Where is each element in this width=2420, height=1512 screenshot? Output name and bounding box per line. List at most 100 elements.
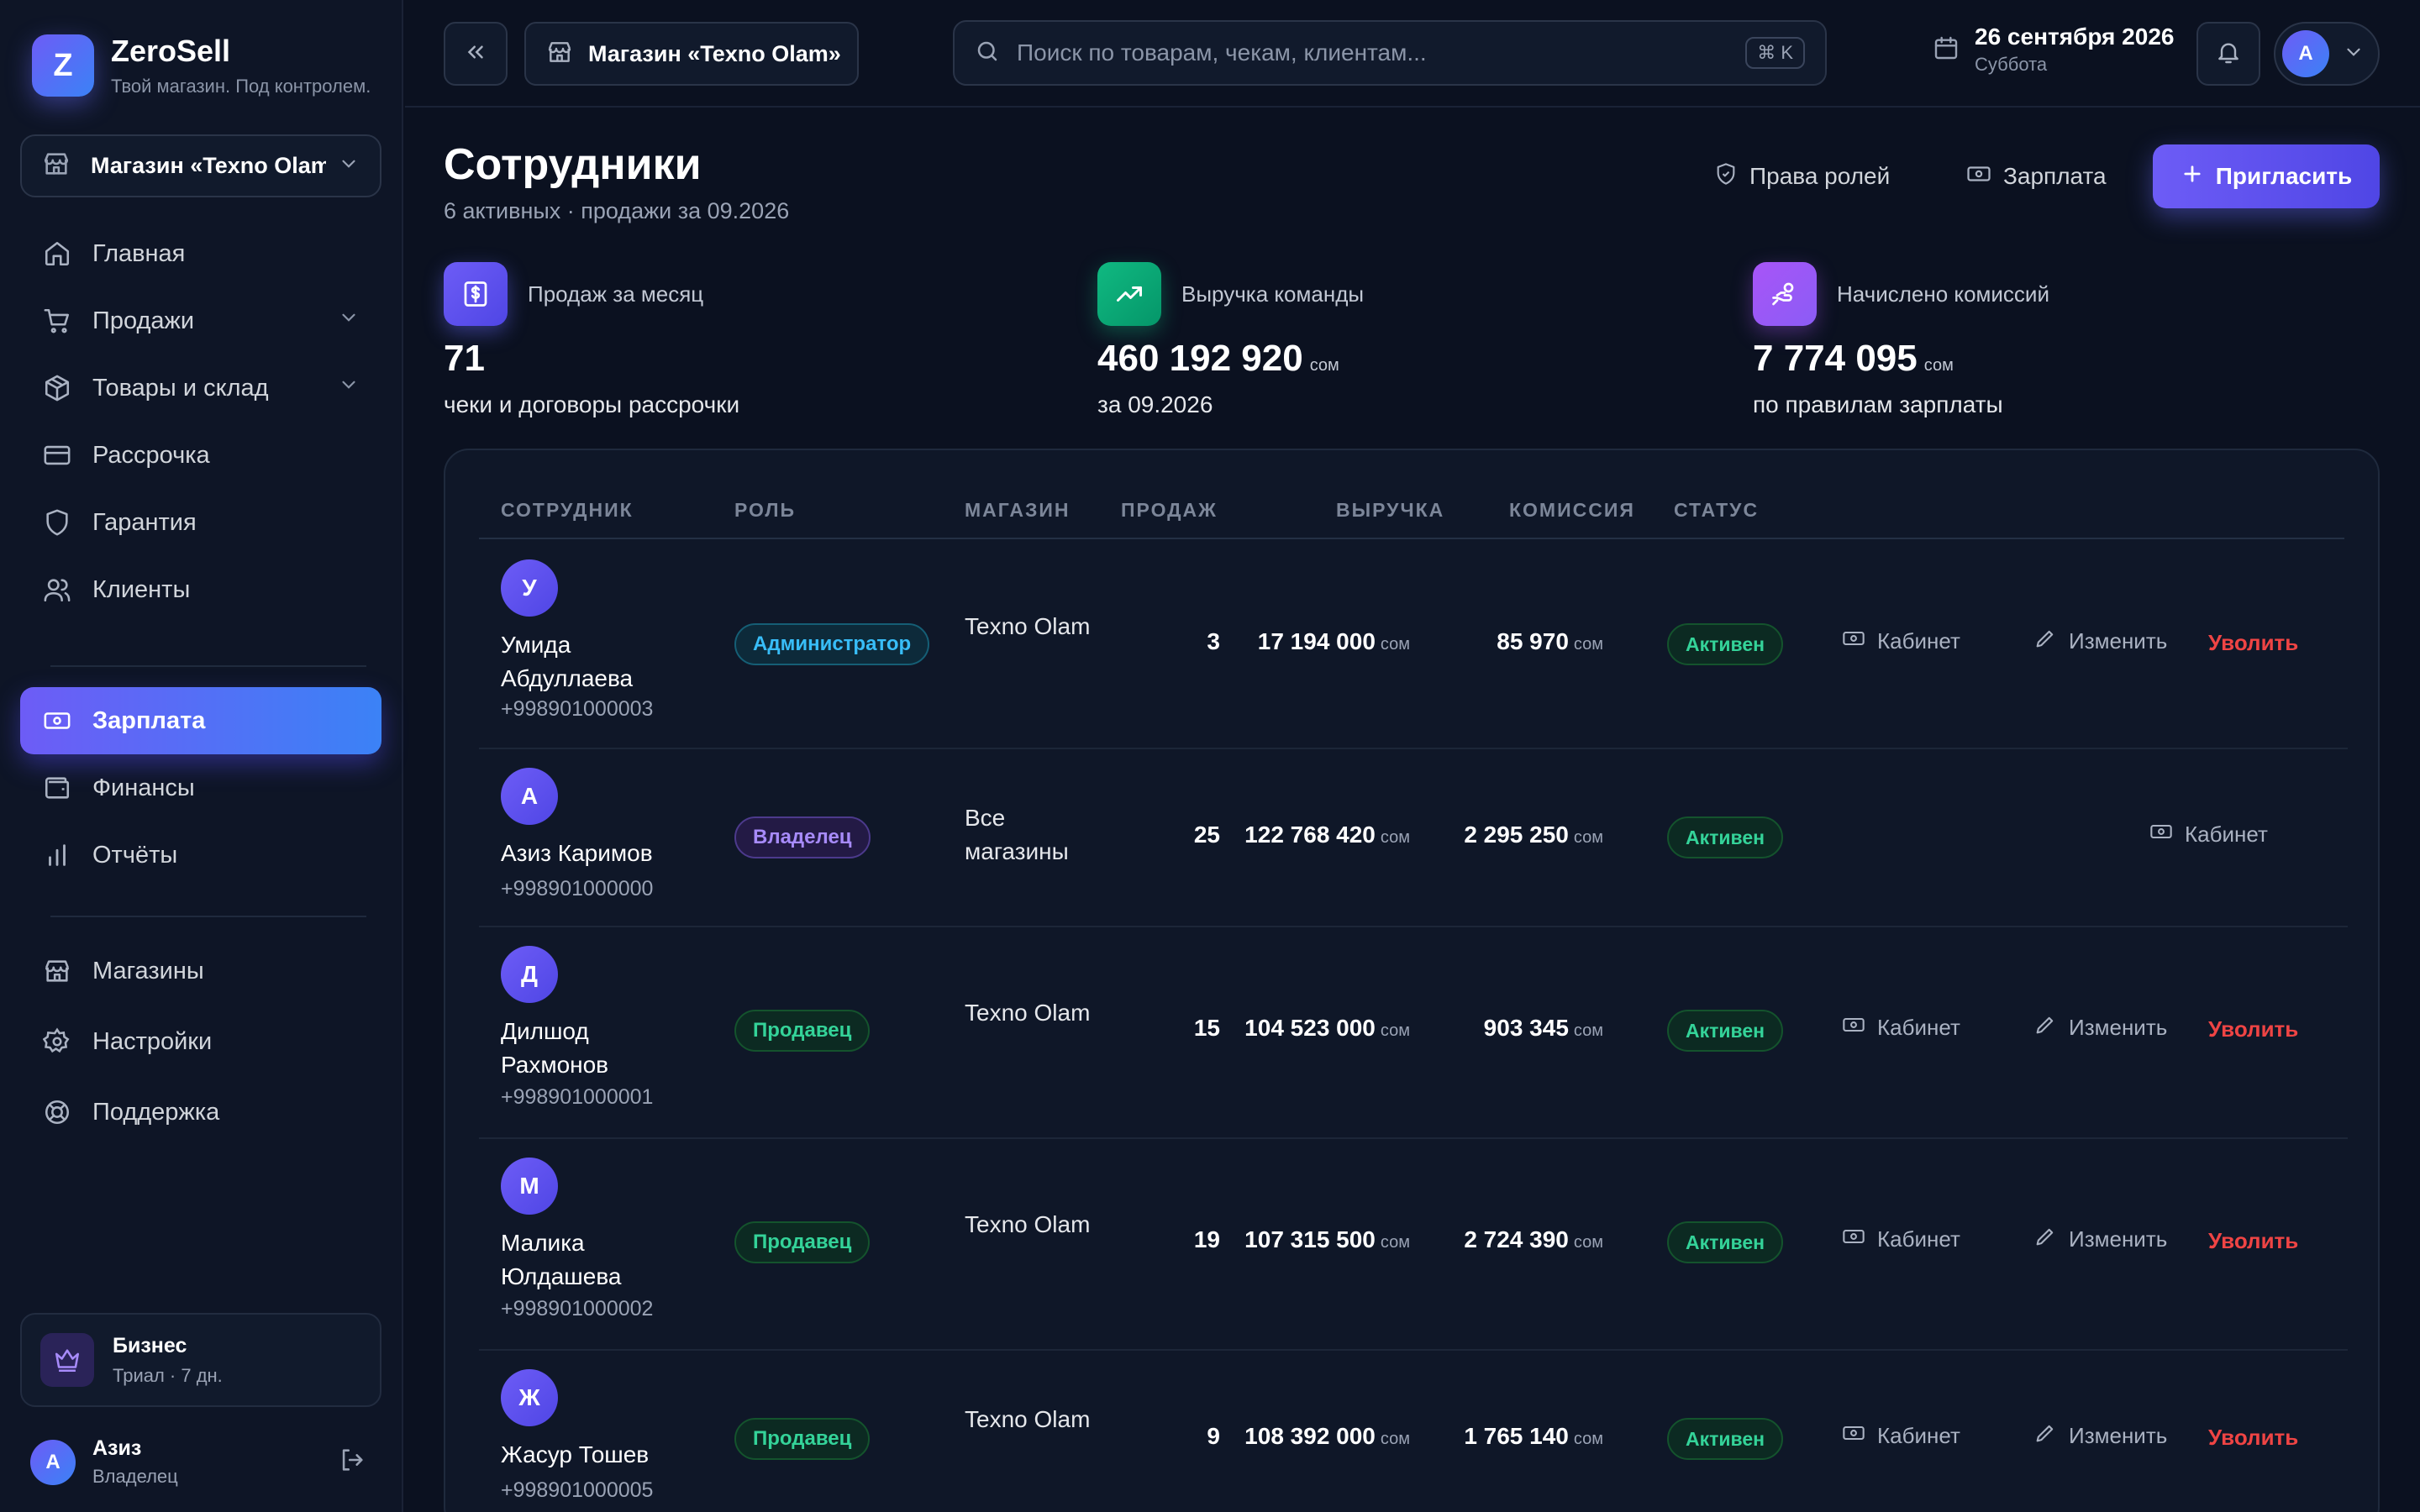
sidebar-item-warranty[interactable]: Гарантия: [20, 489, 381, 556]
role-badge: Администратор: [734, 623, 930, 665]
status-badge: Активен: [1667, 1221, 1784, 1263]
sidebar-item-label: Зарплата: [92, 706, 206, 734]
cabinet-button[interactable]: Кабинет: [2149, 820, 2268, 849]
role-badge: Владелец: [734, 816, 871, 858]
fire-button[interactable]: Уволить: [2208, 1425, 2299, 1450]
column-header-status[interactable]: СТАТУС: [1674, 499, 1760, 521]
store-name: Texno Olam: [965, 1211, 1091, 1237]
search-bar[interactable]: ⌘ K: [953, 20, 1827, 86]
revenue-value: 122 768 420: [1244, 822, 1376, 848]
sales-count: 25: [1193, 822, 1220, 848]
edit-button[interactable]: Изменить: [2033, 1421, 2167, 1451]
currency-label: сом: [1573, 635, 1603, 654]
sidebar-item-clients[interactable]: Клиенты: [20, 556, 381, 623]
sidebar-item-reports[interactable]: Отчёты: [20, 822, 381, 889]
store-select[interactable]: Магазин «Texno Olam»: [20, 134, 381, 197]
topbar: [405, 0, 2420, 108]
avatar: А: [501, 768, 558, 825]
column-header-employee[interactable]: СОТРУДНИК: [501, 499, 634, 521]
finance-nav: Зарплата Финансы Отчёты: [20, 687, 381, 889]
sidebar-item-label: Рассрочка: [92, 441, 210, 469]
sidebar-item-label: Отчёты: [92, 841, 178, 869]
column-header-store[interactable]: МАГАЗИН: [965, 499, 1071, 521]
employee-phone: +998901000001: [501, 1085, 654, 1109]
table-row[interactable]: Ж Жасур Тошев +998901000005 Продавец Tex…: [479, 1351, 2348, 1512]
commission-cell: 85 970 сом: [1497, 628, 1603, 655]
sidebar-item-stores[interactable]: Магазины: [20, 937, 381, 1005]
sidebar-item-label: Продажи: [92, 307, 195, 334]
cabinet-button[interactable]: Кабинет: [1842, 1225, 1960, 1254]
plus-icon: [2181, 162, 2204, 192]
sidebar-item-home[interactable]: Главная: [20, 220, 381, 287]
id-card-icon: [1842, 1225, 1865, 1254]
fire-button[interactable]: Уволить: [2208, 1228, 2299, 1253]
cabinet-label: Кабинет: [1877, 628, 1960, 654]
brand[interactable]: Z ZeroSell Твой магазин. Под контролем.: [32, 34, 371, 97]
lifebuoy-icon: [42, 1097, 72, 1127]
profile-menu[interactable]: А: [2274, 22, 2380, 86]
user-name: Азиз: [92, 1436, 142, 1460]
currency-label: сом: [1309, 356, 1339, 375]
sidebar-item-sales[interactable]: Продажи: [20, 287, 381, 354]
cabinet-button[interactable]: Кабинет: [1842, 627, 1960, 656]
role-permissions-button[interactable]: Права ролей: [1714, 144, 1890, 208]
employees-table: СОТРУДНИК РОЛЬ МАГАЗИН ПРОДАЖ ВЫРУЧКА КО…: [444, 449, 2380, 1512]
table-row[interactable]: М Малика Юлдашева +998901000002 Продавец…: [479, 1139, 2348, 1351]
stat-value: 7 774 095 сом: [1753, 338, 2049, 380]
cabinet-button[interactable]: Кабинет: [1842, 1013, 1960, 1042]
sidebar: Z ZeroSell Твой магазин. Под контролем. …: [0, 0, 403, 1512]
table-row[interactable]: А Азиз Каримов +998901000000 Владелец Вс…: [479, 749, 2348, 927]
edit-label: Изменить: [2069, 628, 2168, 654]
home-icon: [42, 239, 72, 269]
notifications-button[interactable]: [2196, 22, 2260, 86]
table-row[interactable]: Д Дилшод Рахмонов +998901000001 Продавец…: [479, 927, 2348, 1139]
edit-button[interactable]: Изменить: [2033, 1013, 2167, 1042]
fire-button[interactable]: Уволить: [2208, 1016, 2299, 1042]
sidebar-item-products[interactable]: Товары и склад: [20, 354, 381, 422]
store-name: Все магазины: [965, 805, 1069, 864]
commission-value: 1 765 140: [1464, 1423, 1569, 1449]
revenue-value: 108 392 000: [1244, 1423, 1376, 1449]
column-header-sales[interactable]: ПРОДАЖ: [1121, 499, 1218, 521]
cabinet-button[interactable]: Кабинет: [1842, 1421, 1960, 1451]
commission-cell: 2 295 250 сом: [1464, 822, 1603, 848]
stat-team-revenue: Выручка команды 460 192 920 сом за 09.202…: [1097, 262, 1364, 418]
column-header-revenue[interactable]: ВЫРУЧКА: [1336, 499, 1445, 521]
stat-note: за 09.2026: [1097, 391, 1213, 417]
invite-button[interactable]: Пригласить: [2153, 144, 2380, 208]
sidebar-item-salary[interactable]: Зарплата: [20, 687, 381, 754]
pencil-icon: [2033, 1421, 2057, 1451]
avatar[interactable]: А: [30, 1439, 76, 1485]
column-header-commission[interactable]: КОМИССИЯ: [1509, 499, 1635, 521]
revenue-cell: 104 523 000 сом: [1244, 1015, 1410, 1042]
trending-up-icon: [1097, 262, 1161, 326]
logout-icon[interactable]: [338, 1446, 366, 1478]
search-input[interactable]: [1017, 39, 1746, 66]
edit-label: Изменить: [2069, 1226, 2168, 1252]
page-title: Сотрудники: [444, 140, 702, 189]
table-row[interactable]: У Умида Абдуллаева +998901000003 Админис…: [479, 539, 2348, 749]
commission-cell: 2 724 390 сом: [1464, 1226, 1603, 1253]
edit-button[interactable]: Изменить: [2033, 627, 2167, 656]
sidebar-item-installment[interactable]: Рассрочка: [20, 422, 381, 489]
commission-cell: 1 765 140 сом: [1464, 1423, 1603, 1450]
chevron-down-icon: [338, 307, 360, 335]
salary-button[interactable]: Зарплата: [1966, 144, 2107, 208]
sidebar-item-label: Главная: [92, 239, 186, 267]
fire-button[interactable]: Уволить: [2208, 630, 2299, 655]
sidebar-item-settings[interactable]: Настройки: [20, 1008, 381, 1075]
pencil-icon: [2033, 1013, 2057, 1042]
collapse-sidebar-button[interactable]: [444, 22, 508, 86]
edit-button[interactable]: Изменить: [2033, 1225, 2167, 1254]
sidebar-item-support[interactable]: Поддержка: [20, 1079, 381, 1146]
user-role: Владелец: [92, 1466, 178, 1487]
sidebar-item-finance[interactable]: Финансы: [20, 754, 381, 822]
sidebar-item-label: Финансы: [92, 774, 195, 801]
revenue-cell: 107 315 500 сом: [1244, 1226, 1410, 1253]
store-select-label: Магазин «Texno Olam»: [91, 153, 326, 178]
avatar: А: [2282, 30, 2329, 77]
column-header-role[interactable]: РОЛЬ: [734, 499, 797, 521]
plan-card[interactable]: Бизнес Триал · 7 дн.: [20, 1313, 381, 1407]
avatar: У: [501, 559, 558, 617]
store-switcher[interactable]: Магазин «Texno Olam»: [524, 22, 859, 86]
